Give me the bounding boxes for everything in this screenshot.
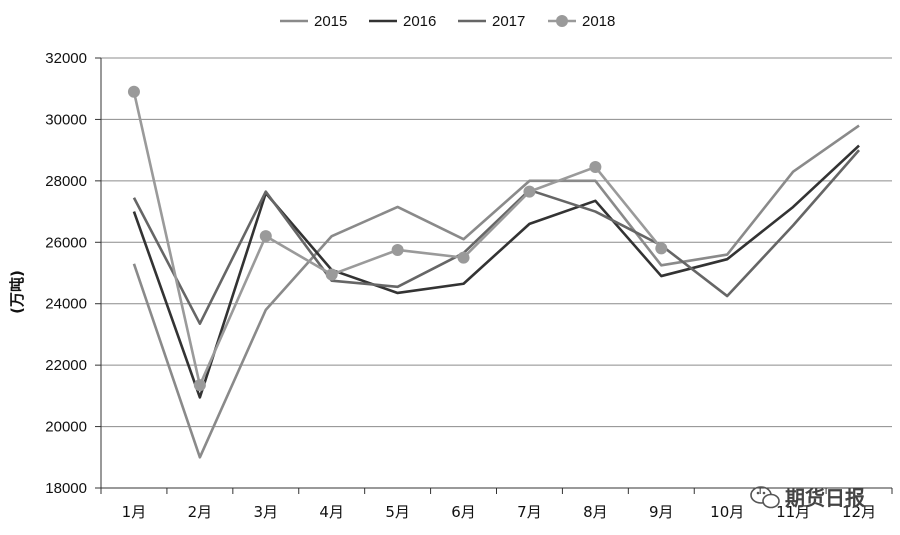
series-line-2015	[132, 124, 860, 459]
legend: 2015 2016 2017 2018	[280, 13, 615, 30]
series-line-2017	[132, 149, 861, 325]
wechat-icon	[750, 486, 780, 509]
x-tick-label: 4月	[319, 503, 344, 521]
legend-label: 2017	[492, 13, 525, 30]
series-2015	[132, 124, 860, 459]
legend-marker	[556, 15, 568, 27]
y-tick-label: 20000	[45, 419, 87, 436]
data-point-2018	[457, 251, 470, 264]
series-2018	[127, 85, 668, 392]
y-tick-label: 32000	[45, 50, 87, 67]
y-tick-label: 26000	[45, 234, 87, 251]
x-tick-label: 10月	[710, 503, 744, 521]
data-point-2018	[259, 230, 272, 243]
x-axis: 1月 2月 3月 4月 5月 6月 7月 8月 9月 10月 11月 12月	[100, 487, 893, 521]
x-tick-label: 8月	[583, 503, 608, 521]
x-tick-label: 2月	[188, 503, 213, 521]
legend-item-2016: 2016	[369, 13, 436, 30]
y-tick-label: 24000	[45, 296, 87, 313]
series-2017	[132, 149, 861, 325]
data-point-2018	[589, 161, 602, 174]
legend-item-2017: 2017	[458, 13, 525, 30]
legend-label: 2018	[582, 13, 615, 30]
data-point-2018	[391, 243, 404, 256]
gridlines	[101, 57, 892, 428]
y-tick-label: 28000	[45, 173, 87, 190]
y-tick-label: 22000	[45, 357, 87, 374]
series-line-2016	[132, 144, 860, 399]
legend-item-2018: 2018	[548, 13, 615, 30]
watermark-text: 期货日报	[785, 486, 865, 510]
legend-label: 2016	[403, 13, 436, 30]
x-tick-label: 7月	[517, 503, 542, 521]
x-tick-label: 9月	[649, 503, 674, 521]
series-lines	[127, 85, 861, 459]
x-tick-label: 11月	[776, 503, 810, 521]
y-axis-label: (万吨)	[8, 270, 26, 314]
legend-label: 2015	[314, 13, 347, 30]
data-point-2018	[193, 379, 206, 392]
data-point-2018	[655, 242, 668, 255]
x-tick-label: 1月	[122, 503, 147, 521]
x-tick-label: 6月	[451, 503, 476, 521]
y-tick-label: 30000	[45, 111, 87, 128]
data-point-2018	[325, 268, 338, 281]
x-tick-label: 5月	[385, 503, 410, 521]
watermark: 期货日报	[750, 486, 865, 510]
legend-item-2015: 2015	[280, 13, 347, 30]
x-tick-label: 12月	[842, 503, 876, 521]
data-point-2018	[523, 185, 536, 198]
data-point-2018	[127, 85, 140, 98]
y-axis: 18000 20000 22000 24000 26000 28000 30000 32000	[45, 50, 102, 497]
series-line-2018	[132, 91, 663, 387]
series-2016	[132, 144, 860, 399]
y-tick-label: 18000	[45, 480, 87, 497]
x-tick-label: 3月	[254, 503, 279, 521]
